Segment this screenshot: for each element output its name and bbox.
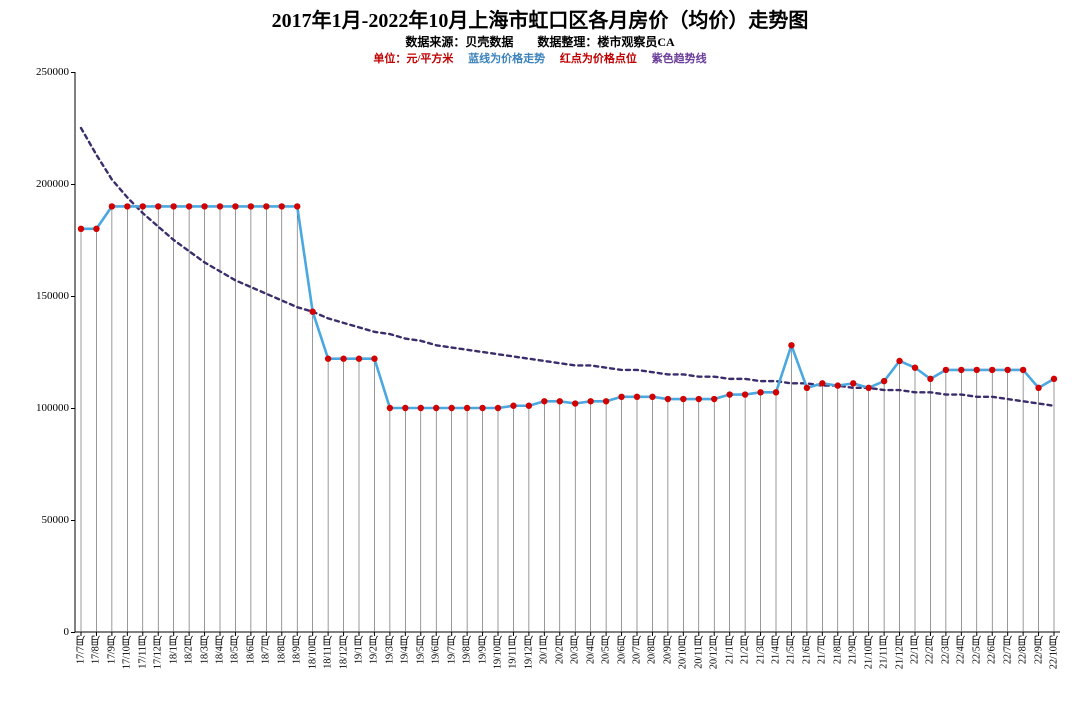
x-tick-label: 21/9月 (846, 636, 861, 664)
x-tick-label: 18/5月 (228, 636, 243, 664)
x-tick-label: 22/6月 (985, 636, 1000, 664)
chart-svg (75, 72, 1060, 632)
x-tick-label: 21/11月 (877, 636, 892, 669)
x-tick-label: 22/1月 (908, 636, 923, 664)
x-tick-label: 18/7月 (259, 636, 274, 664)
x-tick-label: 22/5月 (969, 636, 984, 664)
x-tick-label: 20/5月 (599, 636, 614, 664)
y-tick-label: 0 (64, 626, 70, 638)
x-tick-label: 19/3月 (382, 636, 397, 664)
x-tick-label: 18/2月 (182, 636, 197, 664)
x-tick-label: 21/3月 (753, 636, 768, 664)
x-tick-label: 21/1月 (722, 636, 737, 664)
x-tick-label: 20/9月 (660, 636, 675, 664)
x-tick-label: 18/11月 (321, 636, 336, 669)
x-tick-label: 19/4月 (398, 636, 413, 664)
x-tick-label: 18/3月 (197, 636, 212, 664)
y-tick-label: 250000 (36, 66, 69, 78)
x-tick-label: 18/8月 (274, 636, 289, 664)
x-tick-label: 22/3月 (938, 636, 953, 664)
x-tick-label: 20/7月 (630, 636, 645, 664)
legend-purple-trend: 紫色趋势线 (652, 53, 707, 65)
x-tick-label: 17/12月 (151, 636, 166, 669)
x-tick-label: 18/10月 (305, 636, 320, 669)
x-tick-label: 21/6月 (799, 636, 814, 664)
x-tick-label: 18/9月 (290, 636, 305, 664)
x-tick-label: 19/5月 (413, 636, 428, 664)
y-tick-label: 50000 (42, 514, 70, 526)
x-tick-label: 19/6月 (429, 636, 444, 664)
x-tick-label: 22/9月 (1031, 636, 1046, 664)
x-tick-label: 21/8月 (830, 636, 845, 664)
x-tick-label: 21/12月 (892, 636, 907, 669)
chart-container: 2017年1月-2022年10月上海市虹口区各月房价（均价）走势图 数据来源：贝… (0, 0, 1080, 720)
x-tick-label: 19/1月 (352, 636, 367, 664)
x-tick-label: 20/12月 (707, 636, 722, 669)
x-tick-label: 19/7月 (444, 636, 459, 664)
y-tick-label: 150000 (36, 290, 69, 302)
x-tick-label: 22/7月 (1000, 636, 1015, 664)
x-tick-label: 22/10月 (1047, 636, 1062, 669)
x-tick-label: 18/6月 (243, 636, 258, 664)
x-tick-label: 17/11月 (135, 636, 150, 669)
x-tick-label: 17/10月 (120, 636, 135, 669)
x-tick-label: 21/10月 (861, 636, 876, 669)
legend-red-dot: 红点为价格点位 (560, 53, 637, 65)
x-tick-label: 18/1月 (166, 636, 181, 664)
x-tick-label: 22/4月 (954, 636, 969, 664)
x-tick-label: 19/11月 (506, 636, 521, 669)
x-tick-label: 21/5月 (784, 636, 799, 664)
chart-legend: 单位：元/平方米 蓝线为价格走势 红点为价格点位 紫色趋势线 (0, 50, 1080, 66)
legend-unit: 单位：元/平方米 (373, 53, 453, 65)
y-tick-label: 100000 (36, 402, 69, 414)
x-tick-label: 19/8月 (460, 636, 475, 664)
x-tick-label: 21/4月 (769, 636, 784, 664)
y-tick-label: 200000 (36, 178, 69, 190)
x-tick-label: 20/6月 (614, 636, 629, 664)
x-tick-label: 20/10月 (676, 636, 691, 669)
x-tick-label: 17/8月 (89, 636, 104, 664)
x-tick-label: 17/7月 (74, 636, 89, 664)
x-tick-label: 20/2月 (552, 636, 567, 664)
x-tick-label: 20/8月 (645, 636, 660, 664)
x-tick-label: 19/10月 (491, 636, 506, 669)
title-block: 2017年1月-2022年10月上海市虹口区各月房价（均价）走势图 数据来源：贝… (0, 4, 1080, 66)
x-tick-label: 20/1月 (537, 636, 552, 664)
x-tick-label: 20/3月 (568, 636, 583, 664)
x-tick-label: 20/4月 (583, 636, 598, 664)
x-tick-label: 17/9月 (104, 636, 119, 664)
x-tick-label: 22/8月 (1016, 636, 1031, 664)
x-tick-label: 19/2月 (367, 636, 382, 664)
chart-title: 2017年1月-2022年10月上海市虹口区各月房价（均价）走势图 (0, 4, 1080, 33)
x-tick-label: 22/2月 (923, 636, 938, 664)
x-tick-label: 18/4月 (213, 636, 228, 664)
x-tick-label: 18/12月 (336, 636, 351, 669)
x-tick-label: 19/12月 (521, 636, 536, 669)
chart-subtitle: 数据来源：贝壳数据 数据整理：楼市观察员CA (0, 33, 1080, 50)
x-tick-label: 21/2月 (738, 636, 753, 664)
x-tick-label: 20/11月 (691, 636, 706, 669)
x-tick-label: 19/9月 (475, 636, 490, 664)
x-tick-label: 21/7月 (815, 636, 830, 664)
plot-area: 05000010000015000020000025000017/7月17/8月… (75, 72, 1060, 632)
legend-blue-line: 蓝线为价格走势 (468, 53, 545, 65)
